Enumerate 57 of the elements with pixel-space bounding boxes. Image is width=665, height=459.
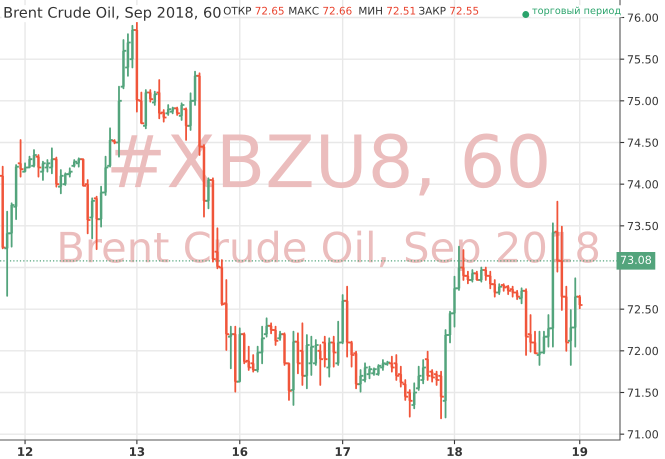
y-tick-label: 76.00 xyxy=(628,13,658,22)
candlestick xyxy=(228,326,234,370)
x-tick-label: 16 xyxy=(232,447,248,456)
candlestick xyxy=(156,79,162,120)
annotation: торговый период xyxy=(532,6,621,16)
candlestick xyxy=(330,336,336,368)
candlestick xyxy=(496,283,502,296)
candlestick xyxy=(514,290,520,300)
candlestick xyxy=(76,157,82,168)
candlestick xyxy=(143,89,149,130)
candlestick xyxy=(170,106,176,114)
candlestick xyxy=(576,294,583,310)
y-tick-label: 74.00 xyxy=(628,180,658,189)
y-tick-label: 72.00 xyxy=(628,346,658,356)
candlestick xyxy=(523,288,529,356)
candlestick xyxy=(505,284,511,296)
y-tick-label: 73.50 xyxy=(628,222,658,230)
candlestick xyxy=(36,154,42,178)
x-tick-label: 13 xyxy=(130,447,144,456)
candlestick xyxy=(152,90,158,106)
candlestick xyxy=(174,106,180,116)
candlestick xyxy=(470,269,476,283)
candlestick xyxy=(148,89,154,103)
y-tick-label: 75.50 xyxy=(628,55,658,64)
x-tick-label: 12 xyxy=(18,447,32,456)
candlestick xyxy=(71,159,78,168)
candlestick xyxy=(326,337,332,378)
candlestick xyxy=(232,326,238,393)
candlestick xyxy=(518,287,524,304)
y-tick-label: 71.50 xyxy=(628,388,658,397)
candlestick xyxy=(438,370,444,420)
annotation: ОТКР 72.65 xyxy=(224,6,284,15)
candlestick xyxy=(272,326,278,346)
x-tick-label: 17 xyxy=(336,447,350,456)
candlestick xyxy=(304,334,310,390)
candlestick xyxy=(536,330,542,366)
candlestick xyxy=(18,139,24,178)
candlestick xyxy=(58,169,64,194)
y-tick-label: 74.50 xyxy=(628,138,658,147)
candlestick xyxy=(165,104,171,116)
candlestick xyxy=(40,160,46,181)
annotation: МАКС 72.66 xyxy=(289,6,352,15)
annotation: ЗАКР 72.55 xyxy=(419,6,478,15)
candlestick xyxy=(290,330,296,406)
candlestick xyxy=(474,270,480,281)
candlestick xyxy=(478,266,484,283)
candlestick xyxy=(54,156,60,188)
x-tick-label: 18 xyxy=(448,447,462,456)
candlestick xyxy=(277,330,283,341)
chart-title: Brent Crude Oil, Sep 2018, 60 xyxy=(4,6,221,21)
annotation: МИН 72.51 xyxy=(359,6,416,15)
y-tick-label: 71.00 xyxy=(628,430,658,439)
candlestick xyxy=(178,102,184,121)
y-tick-label: 75.00 xyxy=(628,96,658,106)
ref-line-label: 73.08 xyxy=(620,256,652,264)
y-tick-label: 72.50 xyxy=(628,305,658,314)
x-tick-label: 19 xyxy=(572,447,588,456)
